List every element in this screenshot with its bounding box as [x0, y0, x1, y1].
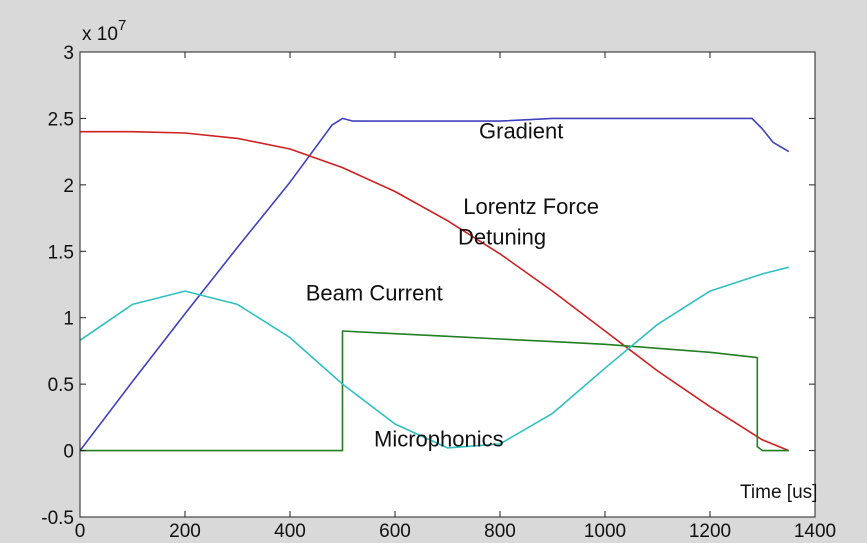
y-tick-label: 0 — [63, 442, 74, 463]
annotation-detuning: Detuning — [458, 225, 546, 250]
x-tick-label: 400 — [274, 521, 306, 542]
plot-frame — [79, 51, 816, 518]
y-tick-label: 0.5 — [48, 375, 74, 396]
x-tick-label: 1000 — [584, 521, 626, 542]
series-line-microphonics — [79, 266, 789, 449]
x-tick-label: 800 — [484, 521, 516, 542]
annotation-lorentz-force: Lorentz Force — [463, 194, 599, 219]
y-tick-label: 1.5 — [48, 242, 74, 263]
series-layer — [79, 117, 790, 452]
y-tick-label: 2.5 — [48, 109, 74, 130]
series-line-lorentz-force-detuning — [80, 130, 790, 452]
tick-layer: 0 200 400 600 800 1000 1200 1400-0.500.511.522.… — [41, 43, 836, 542]
plot-area — [80, 52, 815, 517]
series-line-gradient — [79, 117, 790, 452]
y-tick-label: 3 — [63, 43, 74, 64]
x-tick-label: 0 — [75, 521, 86, 542]
x-axis-label: Time [us] — [740, 482, 817, 503]
y-multiplier: x 10 — [82, 24, 118, 45]
x-tick-label: 1400 — [794, 521, 836, 542]
annotation-gradient: Gradient — [479, 118, 563, 143]
annotation-layer: Gradient Lorentz Force Detuning Beam Curren… — [306, 118, 599, 451]
y-tick-label: 2 — [63, 176, 74, 197]
x-tick-label: 600 — [379, 521, 411, 542]
y-tick-label: -0.5 — [41, 508, 74, 529]
annotation-microphonics: Microphonics — [374, 427, 504, 452]
x-tick-label: 200 — [169, 521, 201, 542]
annotation-beam-current: Beam Current — [306, 280, 443, 305]
series-line-beam-current — [80, 330, 789, 452]
y-multiplier-exponent: 7 — [118, 17, 126, 34]
x-tick-label: 1200 — [689, 521, 731, 542]
y-tick-label: 1 — [63, 309, 74, 330]
